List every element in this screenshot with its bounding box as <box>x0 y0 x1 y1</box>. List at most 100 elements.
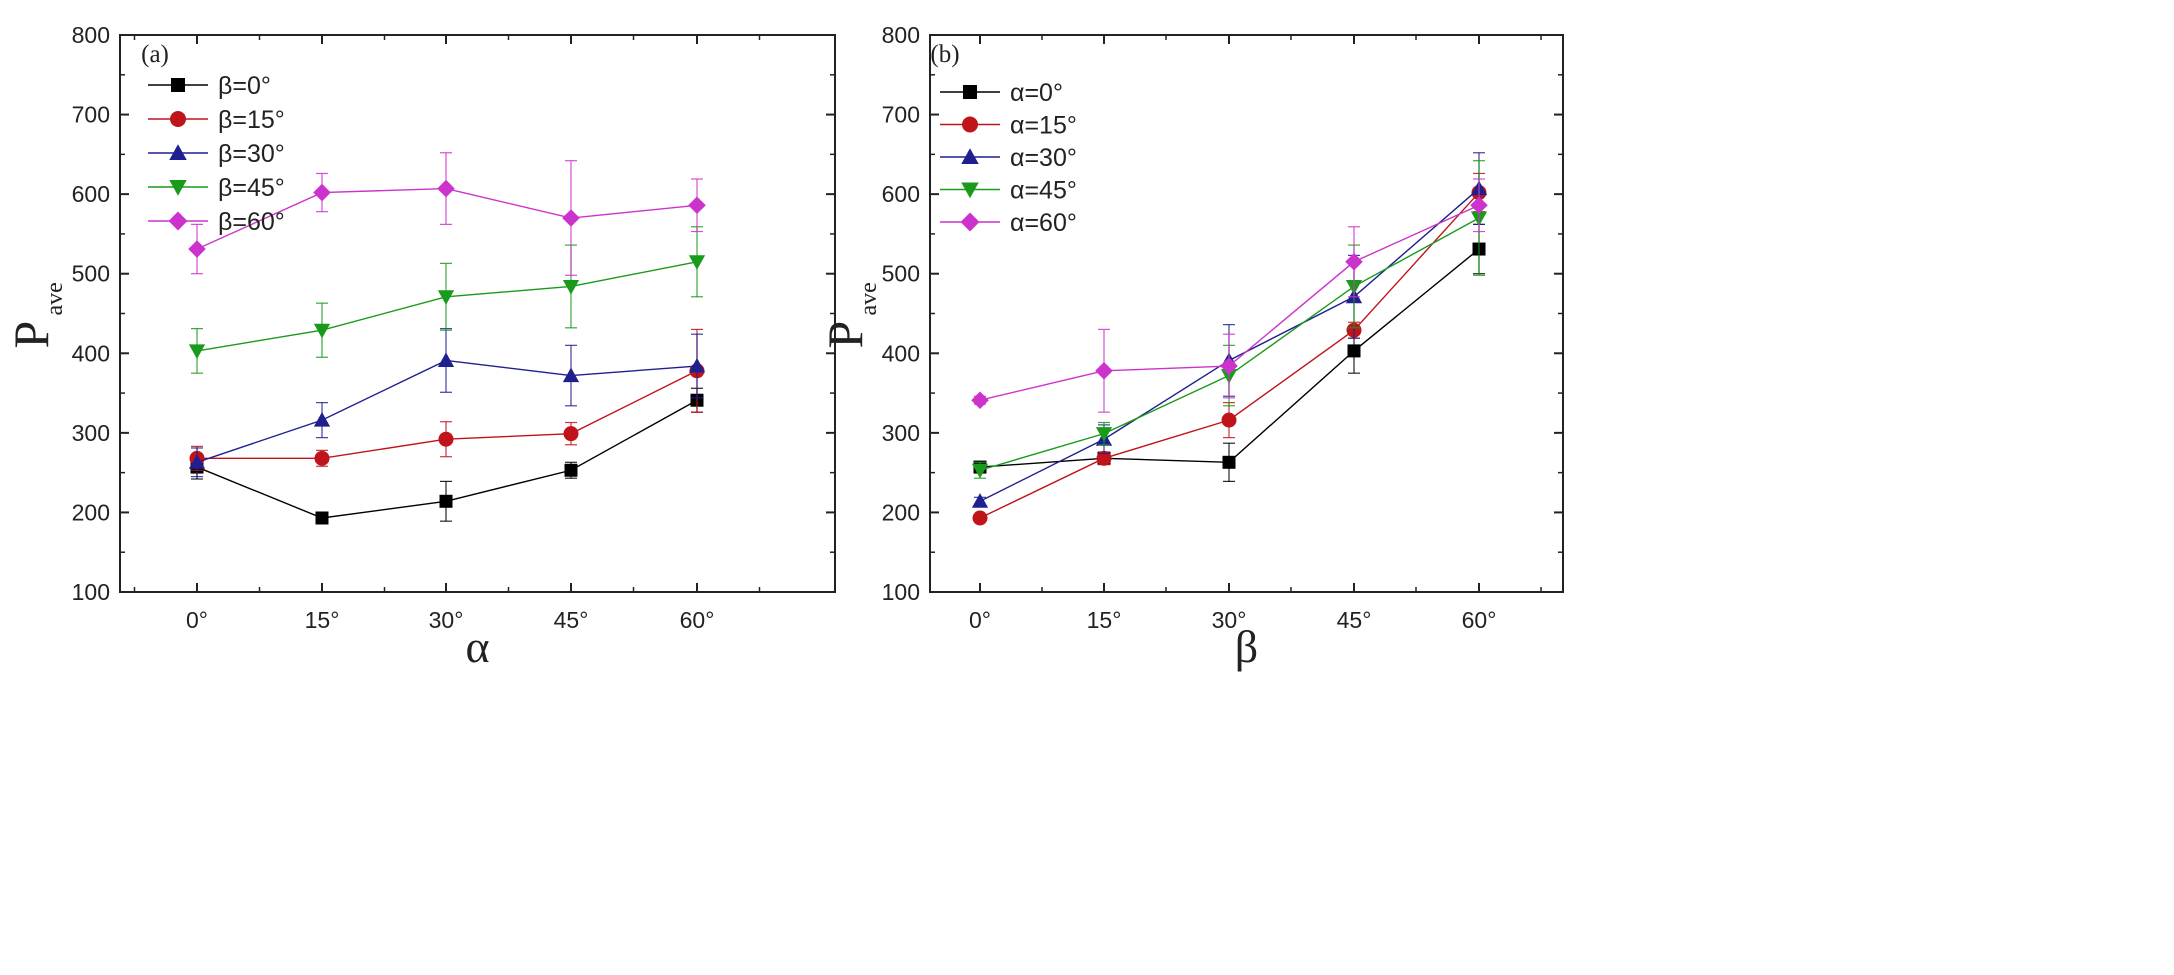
legend-item: β=30° <box>148 140 285 168</box>
legend-label: β=45° <box>218 174 285 202</box>
data-point <box>437 290 455 305</box>
x-tick-label: 30° <box>1212 607 1247 633</box>
data-point <box>1220 357 1238 375</box>
data-point <box>188 344 206 360</box>
y-axis-label-sub: ave <box>42 282 68 315</box>
y-tick-label: 500 <box>882 261 920 287</box>
legend-marker <box>962 116 978 133</box>
data-point <box>1095 427 1113 442</box>
legend-marker <box>170 111 186 127</box>
series-4 <box>971 178 1488 413</box>
y-tick-label: 600 <box>72 181 110 207</box>
data-point <box>562 367 580 383</box>
chart-panel-a: 100 200 300 400 500 600 700 800 0° 15° 30° 45° 60° α P… <box>3 22 836 672</box>
y-tick-label: 100 <box>72 579 110 605</box>
y-tick-label: 300 <box>72 420 110 446</box>
data-point <box>562 279 580 295</box>
legend-marker <box>168 211 188 231</box>
series-2 <box>188 328 706 478</box>
data-point <box>971 493 989 508</box>
data-point <box>1470 196 1488 215</box>
legend-item: α=30° <box>940 144 1077 172</box>
legend-label: β=60° <box>218 208 285 236</box>
x-tick-label: 45° <box>554 607 589 633</box>
y-tick-label: 100 <box>882 579 920 605</box>
legend-marker <box>169 180 187 196</box>
legend: α=0° α=15° α=30° α=45° α=60° <box>940 79 1077 237</box>
data-point <box>437 352 455 367</box>
x-tick-label: 60° <box>1462 607 1497 633</box>
data-point <box>188 454 206 469</box>
y-tick-label: 200 <box>882 499 920 525</box>
data-point <box>562 209 580 227</box>
legend-marker <box>961 148 979 164</box>
y-tick-label: 800 <box>882 22 920 48</box>
series-4 <box>188 152 706 276</box>
x-tick-label: 15° <box>1087 607 1122 633</box>
x-axis-label: β <box>1235 621 1258 672</box>
data-point <box>1221 412 1237 428</box>
data-point <box>313 412 331 427</box>
data-point <box>1095 362 1113 380</box>
legend-item: β=45° <box>148 174 285 202</box>
legend-item: α=45° <box>940 177 1077 205</box>
y-axis-label-main: P <box>3 321 59 349</box>
panel-label: (b) <box>930 41 959 68</box>
legend-item: α=60° <box>940 209 1077 237</box>
legend-marker <box>171 78 185 92</box>
y-tick-label: 200 <box>72 499 110 525</box>
data-point <box>313 323 331 339</box>
legend-marker <box>960 212 980 232</box>
data-point <box>1347 344 1361 358</box>
legend-label: α=60° <box>1010 209 1077 237</box>
data-point <box>313 183 331 202</box>
legend-marker <box>169 144 187 160</box>
legend-item: α=0° <box>940 79 1063 107</box>
series-line <box>196 359 698 463</box>
data-point <box>688 196 706 215</box>
panel-label: (a) <box>141 41 169 68</box>
data-point <box>688 255 706 270</box>
series-3 <box>188 226 706 374</box>
x-axis-label: α <box>465 621 489 672</box>
data-point <box>563 426 579 442</box>
y-tick-label: 600 <box>882 181 920 207</box>
legend: β=0° β=15° β=30° β=45° β=60° <box>148 72 285 236</box>
x-tick-label: 0° <box>186 607 208 633</box>
y-axis-label-main: P <box>817 321 873 349</box>
data-point <box>314 450 330 466</box>
data-point <box>438 431 454 447</box>
data-point <box>1096 450 1112 466</box>
x-tick-label: 60° <box>680 607 715 633</box>
y-tick-label: 400 <box>72 340 110 366</box>
legend-label: α=15° <box>1010 112 1077 140</box>
legend-item: β=0° <box>148 72 271 100</box>
data-point <box>188 240 206 258</box>
legend-item: α=15° <box>940 112 1077 140</box>
legend-label: α=0° <box>1010 79 1063 107</box>
y-tick-label: 800 <box>72 22 110 48</box>
series-1 <box>189 328 705 471</box>
legend-item: β=15° <box>148 106 285 134</box>
legend-label: α=30° <box>1010 144 1077 172</box>
y-tick-label: 500 <box>72 261 110 287</box>
chart-panel-b: 100 200 300 400 500 600 700 800 0° 15° 30° 45° 60° β P… <box>817 22 1564 672</box>
legend-marker <box>961 182 979 199</box>
data-point <box>1345 253 1363 271</box>
data-point <box>971 463 989 479</box>
y-tick-label: 300 <box>882 420 920 446</box>
legend-label: α=45° <box>1010 177 1077 205</box>
x-tick-label: 15° <box>305 607 340 633</box>
legend-marker <box>963 85 977 99</box>
x-tick-label: 30° <box>429 607 464 633</box>
x-tick-label: 0° <box>969 607 991 633</box>
data-point <box>1222 455 1236 469</box>
series-line <box>196 261 698 352</box>
legend-item: β=60° <box>148 208 285 236</box>
legend-label: β=30° <box>218 140 285 168</box>
data-point <box>971 391 989 410</box>
data-point <box>972 510 988 526</box>
